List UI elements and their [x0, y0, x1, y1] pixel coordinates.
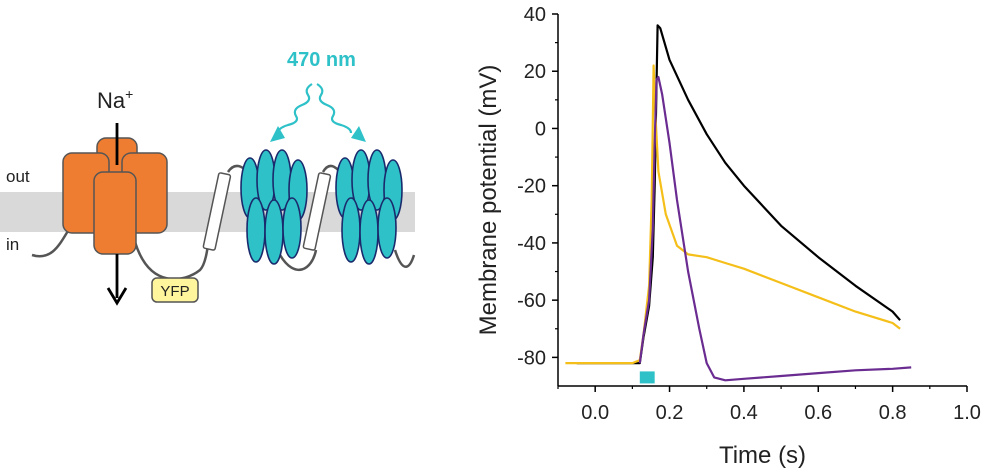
x-tick-label: 0.8	[879, 402, 907, 424]
chart: -80 -60 -40 -20 0 20 40 0.0 0.2 0.4 0.6 0.8 1.0 Time…	[475, 4, 981, 469]
sodium-channel	[62, 137, 168, 255]
x-axis-title: Time (s)	[719, 442, 806, 469]
out-label: out	[6, 167, 30, 186]
ion-flux-arrowhead	[106, 287, 128, 306]
series-layer	[565, 24, 912, 384]
x-tick-label: 0.6	[804, 402, 832, 424]
schematic-diagram: out in Na+ YFP	[0, 49, 416, 306]
y-tick-label: -40	[517, 233, 546, 255]
y-tick-label: -20	[517, 176, 546, 198]
opsin-2	[335, 149, 403, 265]
x-tick-label: 1.0	[953, 402, 981, 424]
wavelength-label: 470 nm	[287, 49, 356, 71]
yfp-tag	[151, 277, 199, 303]
linker-helix	[302, 172, 332, 251]
y-tick-label: 0	[535, 118, 546, 140]
trace-line-3	[638, 75, 912, 382]
opsin-link-bottom-1	[278, 249, 318, 272]
channel-subunit	[93, 171, 137, 255]
light-arrow-right-head	[351, 126, 366, 142]
x-tick-label: 0.2	[656, 402, 684, 424]
trace-line-1	[576, 24, 901, 365]
y-axis-title: Membrane potential (mV)	[475, 65, 502, 336]
y-tick-label: -60	[517, 290, 546, 312]
linker-helix	[202, 172, 232, 251]
y-tick-label: 20	[524, 61, 546, 83]
light-arrow-right	[316, 83, 353, 134]
light-arrow-left-head	[270, 126, 285, 142]
ion-label: Na+	[97, 86, 133, 113]
trace-line-2	[565, 64, 901, 365]
light-arrow-left	[276, 83, 313, 134]
stimulus-bar	[639, 371, 655, 384]
x-tick-label: 0.0	[581, 402, 609, 424]
axes-layer: -80 -60 -40 -20 0 20 40 0.0 0.2 0.4 0.6 0.8 1.0	[517, 4, 981, 424]
y-tick-label: -80	[517, 347, 546, 369]
yfp-tag-label: YFP	[160, 283, 189, 300]
x-tick-label: 0.4	[730, 402, 758, 424]
in-label: in	[6, 235, 19, 254]
y-tick-label: 40	[524, 4, 546, 26]
opsin-tail-right	[393, 249, 416, 268]
opsin-1	[240, 149, 308, 265]
